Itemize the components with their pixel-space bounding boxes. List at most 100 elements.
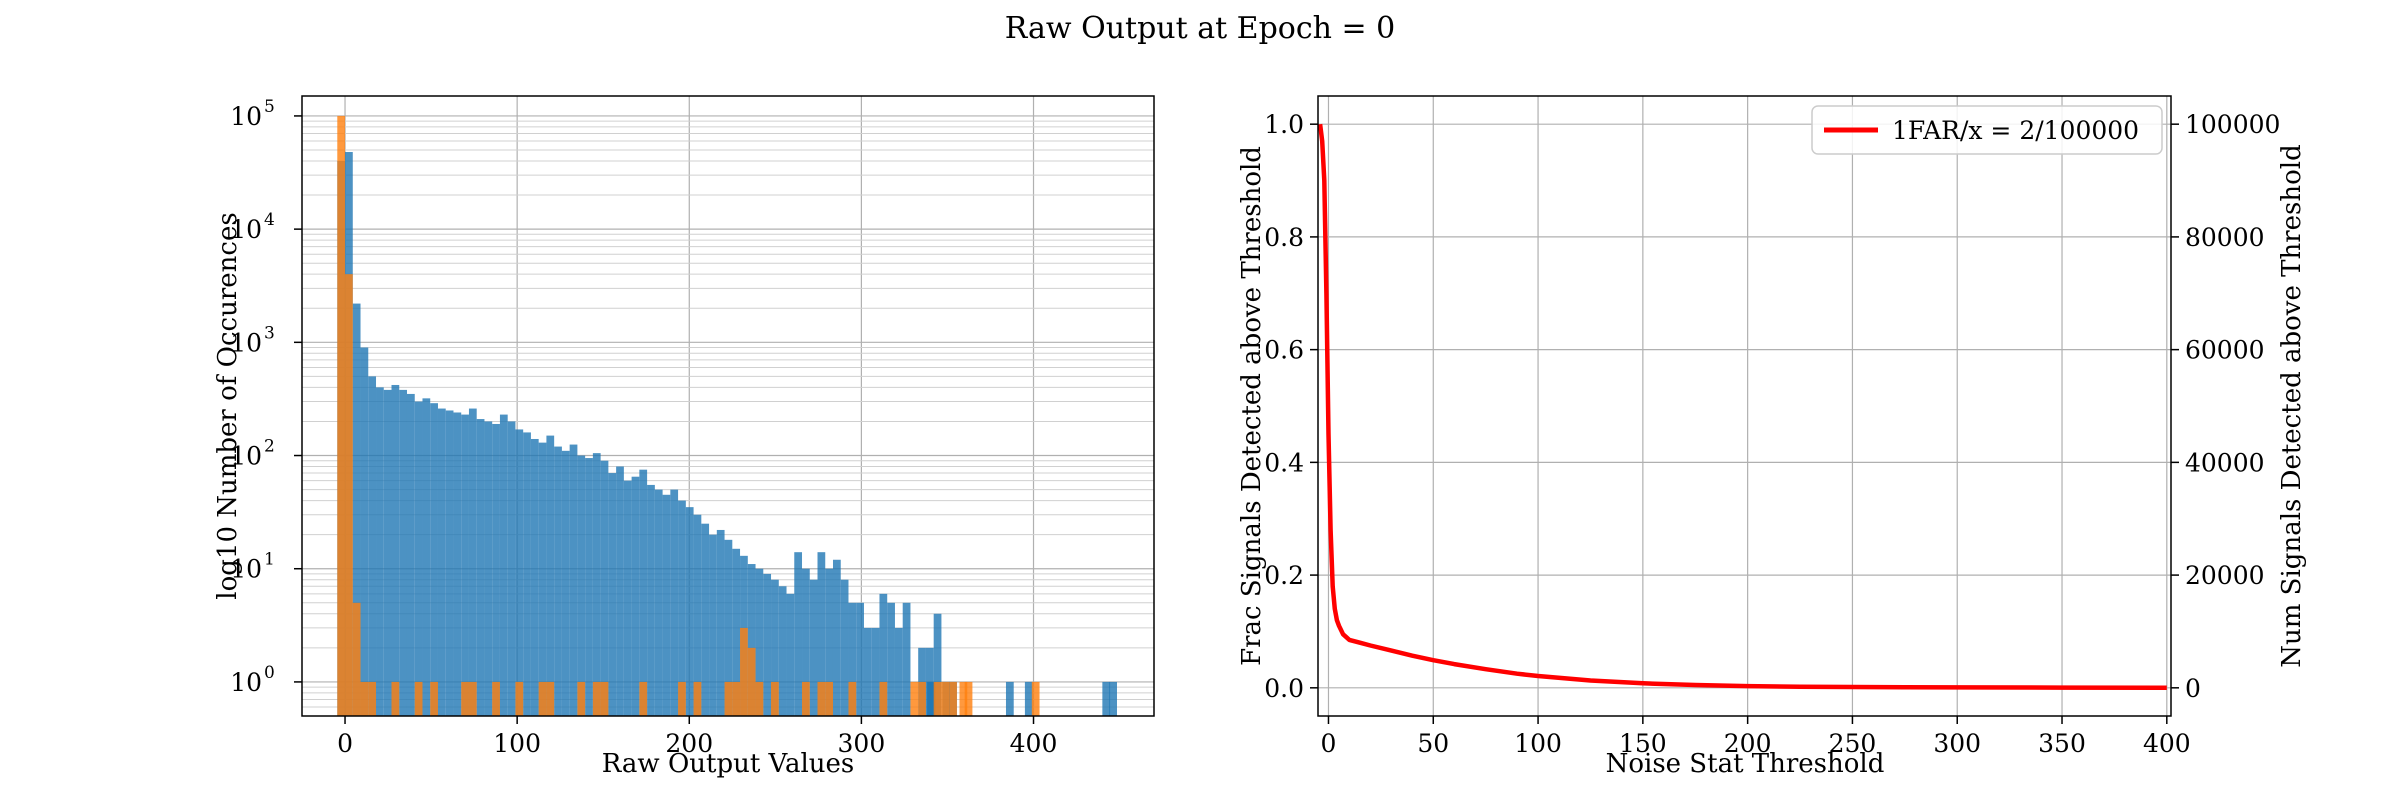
line-x-tick-label: 200 bbox=[1724, 729, 1772, 758]
histogram-bar-orange bbox=[360, 681, 369, 716]
line-x-ticks: 0 50 100 150 200 250 300 350 400 bbox=[1321, 716, 2191, 758]
histogram-bar-blue bbox=[879, 593, 888, 716]
histogram-bar-orange bbox=[848, 681, 857, 716]
histogram-y-tick-exponent: 5 bbox=[264, 97, 275, 117]
line-x-tick-label: 100 bbox=[1514, 729, 1562, 758]
histogram-bar-blue bbox=[1005, 681, 1014, 716]
histogram-y-tick-label: 10 bbox=[230, 215, 262, 244]
histogram-bar-blue bbox=[716, 529, 725, 716]
histogram-bar-blue bbox=[414, 401, 423, 716]
line-y-ticks: 0.0 0.2 0.4 0.6 0.8 1.0 bbox=[1264, 110, 1318, 703]
line-x-tick-label: 150 bbox=[1619, 729, 1667, 758]
histogram-bar-blue bbox=[515, 429, 524, 716]
histogram-y-tick-label: 10 bbox=[230, 102, 262, 131]
line-y-label-right: Num Signals Detected above Threshold bbox=[2277, 144, 2307, 667]
histogram-bar-orange bbox=[825, 681, 833, 716]
histogram-bar-orange bbox=[391, 681, 400, 716]
line-x-tick-label: 50 bbox=[1417, 729, 1449, 758]
histogram-bar-orange bbox=[933, 681, 942, 716]
histogram-bar-blue bbox=[887, 602, 895, 716]
histogram-bar-blue bbox=[631, 476, 640, 716]
histogram-x-ticks: 0 100 200 300 400 bbox=[337, 716, 1057, 758]
histogram-bar-blue bbox=[507, 421, 516, 716]
histogram-bar-orange bbox=[802, 681, 810, 716]
histogram-y-tick-exponent: 0 bbox=[264, 663, 275, 683]
histogram-bar-orange bbox=[964, 681, 973, 716]
histogram-bar-blue bbox=[600, 460, 609, 716]
line-frame bbox=[1317, 95, 2172, 717]
line-y-label-left: Frac Signals Detected above Threshold bbox=[1237, 146, 1267, 666]
histogram-y-tick-label: 10 bbox=[230, 328, 262, 357]
histogram-bar-orange bbox=[910, 681, 919, 716]
line-x-tick-label: 400 bbox=[2143, 729, 2191, 758]
histogram-x-tick-label: 400 bbox=[1010, 729, 1058, 758]
histogram-bar-blue bbox=[554, 446, 562, 716]
figure-title: Raw Output at Epoch = 0 bbox=[1005, 11, 1396, 46]
histogram-bar-blue bbox=[871, 627, 880, 716]
histogram-bar-blue bbox=[1024, 681, 1033, 716]
histogram-bar-blue bbox=[453, 412, 462, 716]
line-y-right-tick-label: 40000 bbox=[2185, 448, 2265, 477]
histogram-bar-orange bbox=[345, 274, 353, 716]
histogram-bar-blue bbox=[616, 466, 624, 716]
histogram-bar-orange bbox=[546, 681, 555, 716]
histogram-bar-orange bbox=[693, 681, 702, 716]
histogram-bar-orange bbox=[941, 681, 950, 716]
histogram-bar-blue bbox=[763, 573, 772, 716]
line-series-group bbox=[1317, 123, 2167, 690]
legend-label: 1FAR/x = 2/100000 bbox=[1892, 116, 2139, 145]
line-x-tick-label: 250 bbox=[1829, 729, 1877, 758]
histogram-bar-blue bbox=[662, 494, 671, 716]
histogram-bar-orange bbox=[639, 681, 648, 716]
histogram-bar-blue bbox=[670, 489, 679, 716]
histogram-bar-blue bbox=[840, 579, 849, 716]
histogram-bar-orange bbox=[817, 681, 826, 716]
legend: 1FAR/x = 2/100000 bbox=[1811, 105, 2163, 155]
line-y-tick-label: 0.2 bbox=[1264, 561, 1304, 590]
histogram-x-label: Raw Output Values bbox=[602, 749, 854, 779]
histogram-bar-orange bbox=[577, 681, 586, 716]
histogram-bar-orange bbox=[515, 681, 524, 716]
histogram-bar-blue bbox=[523, 432, 531, 716]
histogram-bar-blue bbox=[894, 627, 903, 716]
histogram-bar-blue bbox=[933, 613, 942, 716]
line-y-tick-label: 0.4 bbox=[1264, 448, 1304, 477]
line-y-tick-label: 0.6 bbox=[1264, 336, 1304, 365]
histogram-bar-orange bbox=[959, 681, 968, 716]
line-x-tick-label: 300 bbox=[1933, 729, 1981, 758]
histogram-bar-blue bbox=[530, 438, 539, 716]
histogram-y-label: log10 Number of Occurences bbox=[213, 212, 243, 599]
histogram-bar-blue bbox=[654, 489, 663, 716]
histogram-x-tick-label: 0 bbox=[337, 729, 353, 758]
histogram-bar-orange bbox=[747, 647, 756, 716]
line-y-tick-label: 0.8 bbox=[1264, 223, 1304, 252]
line-x-label: Noise Stat Threshold bbox=[1606, 749, 1885, 779]
histogram-bar-blue bbox=[927, 681, 936, 716]
histogram-bar-blue bbox=[476, 419, 485, 716]
histogram-bar-orange bbox=[592, 681, 601, 716]
histogram-bar-blue bbox=[747, 564, 756, 716]
histogram-bar-orange bbox=[1031, 681, 1040, 716]
histogram-bar-orange bbox=[740, 627, 748, 716]
line-y-right-tick-label: 0 bbox=[2185, 674, 2201, 703]
histogram-bar-blue bbox=[809, 579, 818, 716]
histogram-bar-blue bbox=[592, 453, 601, 716]
series-line bbox=[1317, 123, 2167, 690]
histogram-bar-blue bbox=[383, 389, 392, 716]
histogram-bar-orange bbox=[461, 681, 469, 716]
histogram-y-tick-label: 10 bbox=[230, 668, 262, 697]
histogram-bar-orange bbox=[368, 681, 377, 716]
histogram-bar-blue bbox=[538, 442, 547, 716]
histogram-bar-blue bbox=[832, 559, 841, 716]
histogram-bar-orange bbox=[755, 681, 764, 716]
histogram-bar-blue bbox=[569, 444, 578, 716]
histogram-y-tick-label: 10 bbox=[230, 442, 262, 471]
histogram-bar-blue bbox=[647, 484, 655, 716]
histogram-bar-blue bbox=[778, 586, 787, 716]
histogram-bar-blue bbox=[825, 568, 833, 716]
line-grid bbox=[1318, 96, 2171, 716]
histogram-bar-blue bbox=[376, 387, 384, 716]
